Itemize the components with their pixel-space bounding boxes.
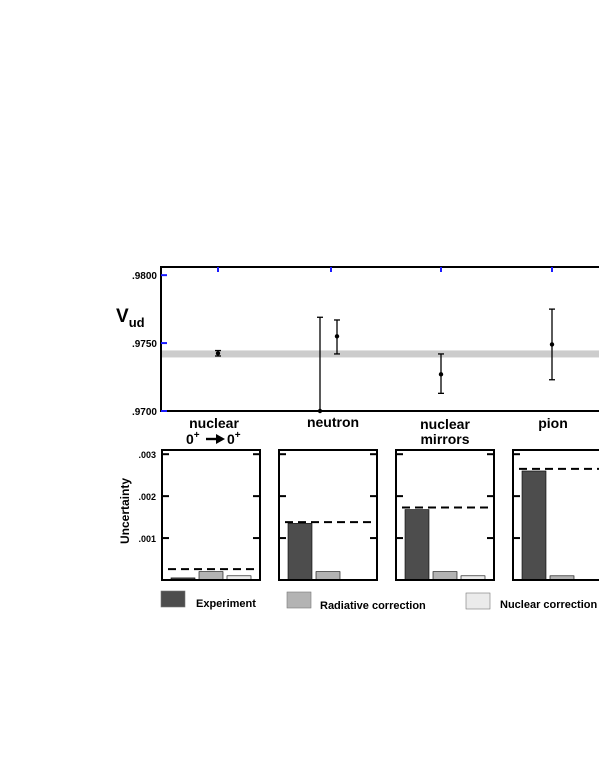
legend-label: Nuclear correction [500, 599, 597, 611]
panel-frame [512, 449, 599, 581]
uncertainty-panel [512, 449, 599, 581]
vud-plot-frame [160, 266, 599, 412]
legend-label: Experiment [196, 598, 256, 610]
panel-frame [395, 449, 495, 581]
data-point [438, 353, 444, 394]
point-marker [215, 351, 221, 356]
transition-to: 0+ [227, 430, 241, 447]
category-label-neutron: neutron [307, 414, 359, 430]
legend-item: Radiative correction [286, 591, 426, 612]
vud-plot: .9700 .9750 .9800 Vud [116, 266, 599, 418]
panel-frame [278, 449, 378, 581]
legend-item: Experiment [160, 590, 256, 610]
legend-swatch [465, 592, 491, 610]
point-marker [549, 342, 555, 347]
category-label-mirrors-line2: mirrors [420, 431, 469, 447]
uncertainty-tick-label: .002 [138, 492, 156, 502]
uncertainty-panel [395, 449, 495, 581]
legend: Experiment Radiative correction Nuclear co… [160, 590, 597, 612]
uncertainty-bar [198, 571, 224, 581]
vud-axis: .9700 .9750 .9800 [132, 267, 553, 418]
legend-swatch [286, 591, 312, 609]
uncertainty-panels: .001 .002 .003 [138, 449, 599, 581]
data-point [317, 316, 323, 414]
transition-from: 0+ [186, 430, 200, 447]
uncertainty-tick-label: .001 [138, 534, 156, 544]
transition-label: 0+ 0+ [186, 430, 241, 447]
point-marker [438, 372, 444, 377]
uncertainty-panel [278, 449, 378, 581]
arrow-icon [206, 434, 225, 444]
data-point [549, 308, 555, 381]
uncertainty-bar [404, 509, 430, 581]
legend-swatch [160, 590, 186, 608]
uncertainty-bar [432, 571, 458, 581]
legend-item: Nuclear correction [465, 592, 597, 611]
vud-axis-label-subscript: ud [129, 315, 145, 330]
uncertainty-tick-label: .003 [138, 450, 156, 460]
category-label-nuclear: nuclear [189, 415, 239, 431]
category-label-pion: pion [538, 415, 568, 431]
uncertainty-axis-label: Uncertainty [118, 478, 132, 544]
uncertainty-bar [287, 523, 313, 581]
legend-label: Radiative correction [320, 600, 426, 612]
uncertainty-panel: .001 .002 .003 [138, 449, 261, 581]
y-tick-label: .9700 [132, 407, 157, 418]
reference-band [162, 350, 599, 358]
category-label-mirrors-line1: nuclear [420, 416, 470, 432]
point-marker [317, 408, 323, 414]
uncertainty-bar [521, 470, 547, 581]
point-marker [334, 334, 340, 339]
vud-axis-label: Vud [116, 306, 145, 330]
uncertainty-bar [315, 571, 341, 581]
category-labels: nuclear 0+ 0+ neutron nuclear mirrors pi… [186, 414, 568, 447]
panel-frame [161, 449, 261, 581]
vud-data-points [162, 308, 599, 414]
y-tick-label: .9750 [132, 339, 157, 350]
data-point [215, 349, 221, 357]
y-tick-label: .9800 [132, 271, 157, 282]
data-point [334, 319, 340, 355]
